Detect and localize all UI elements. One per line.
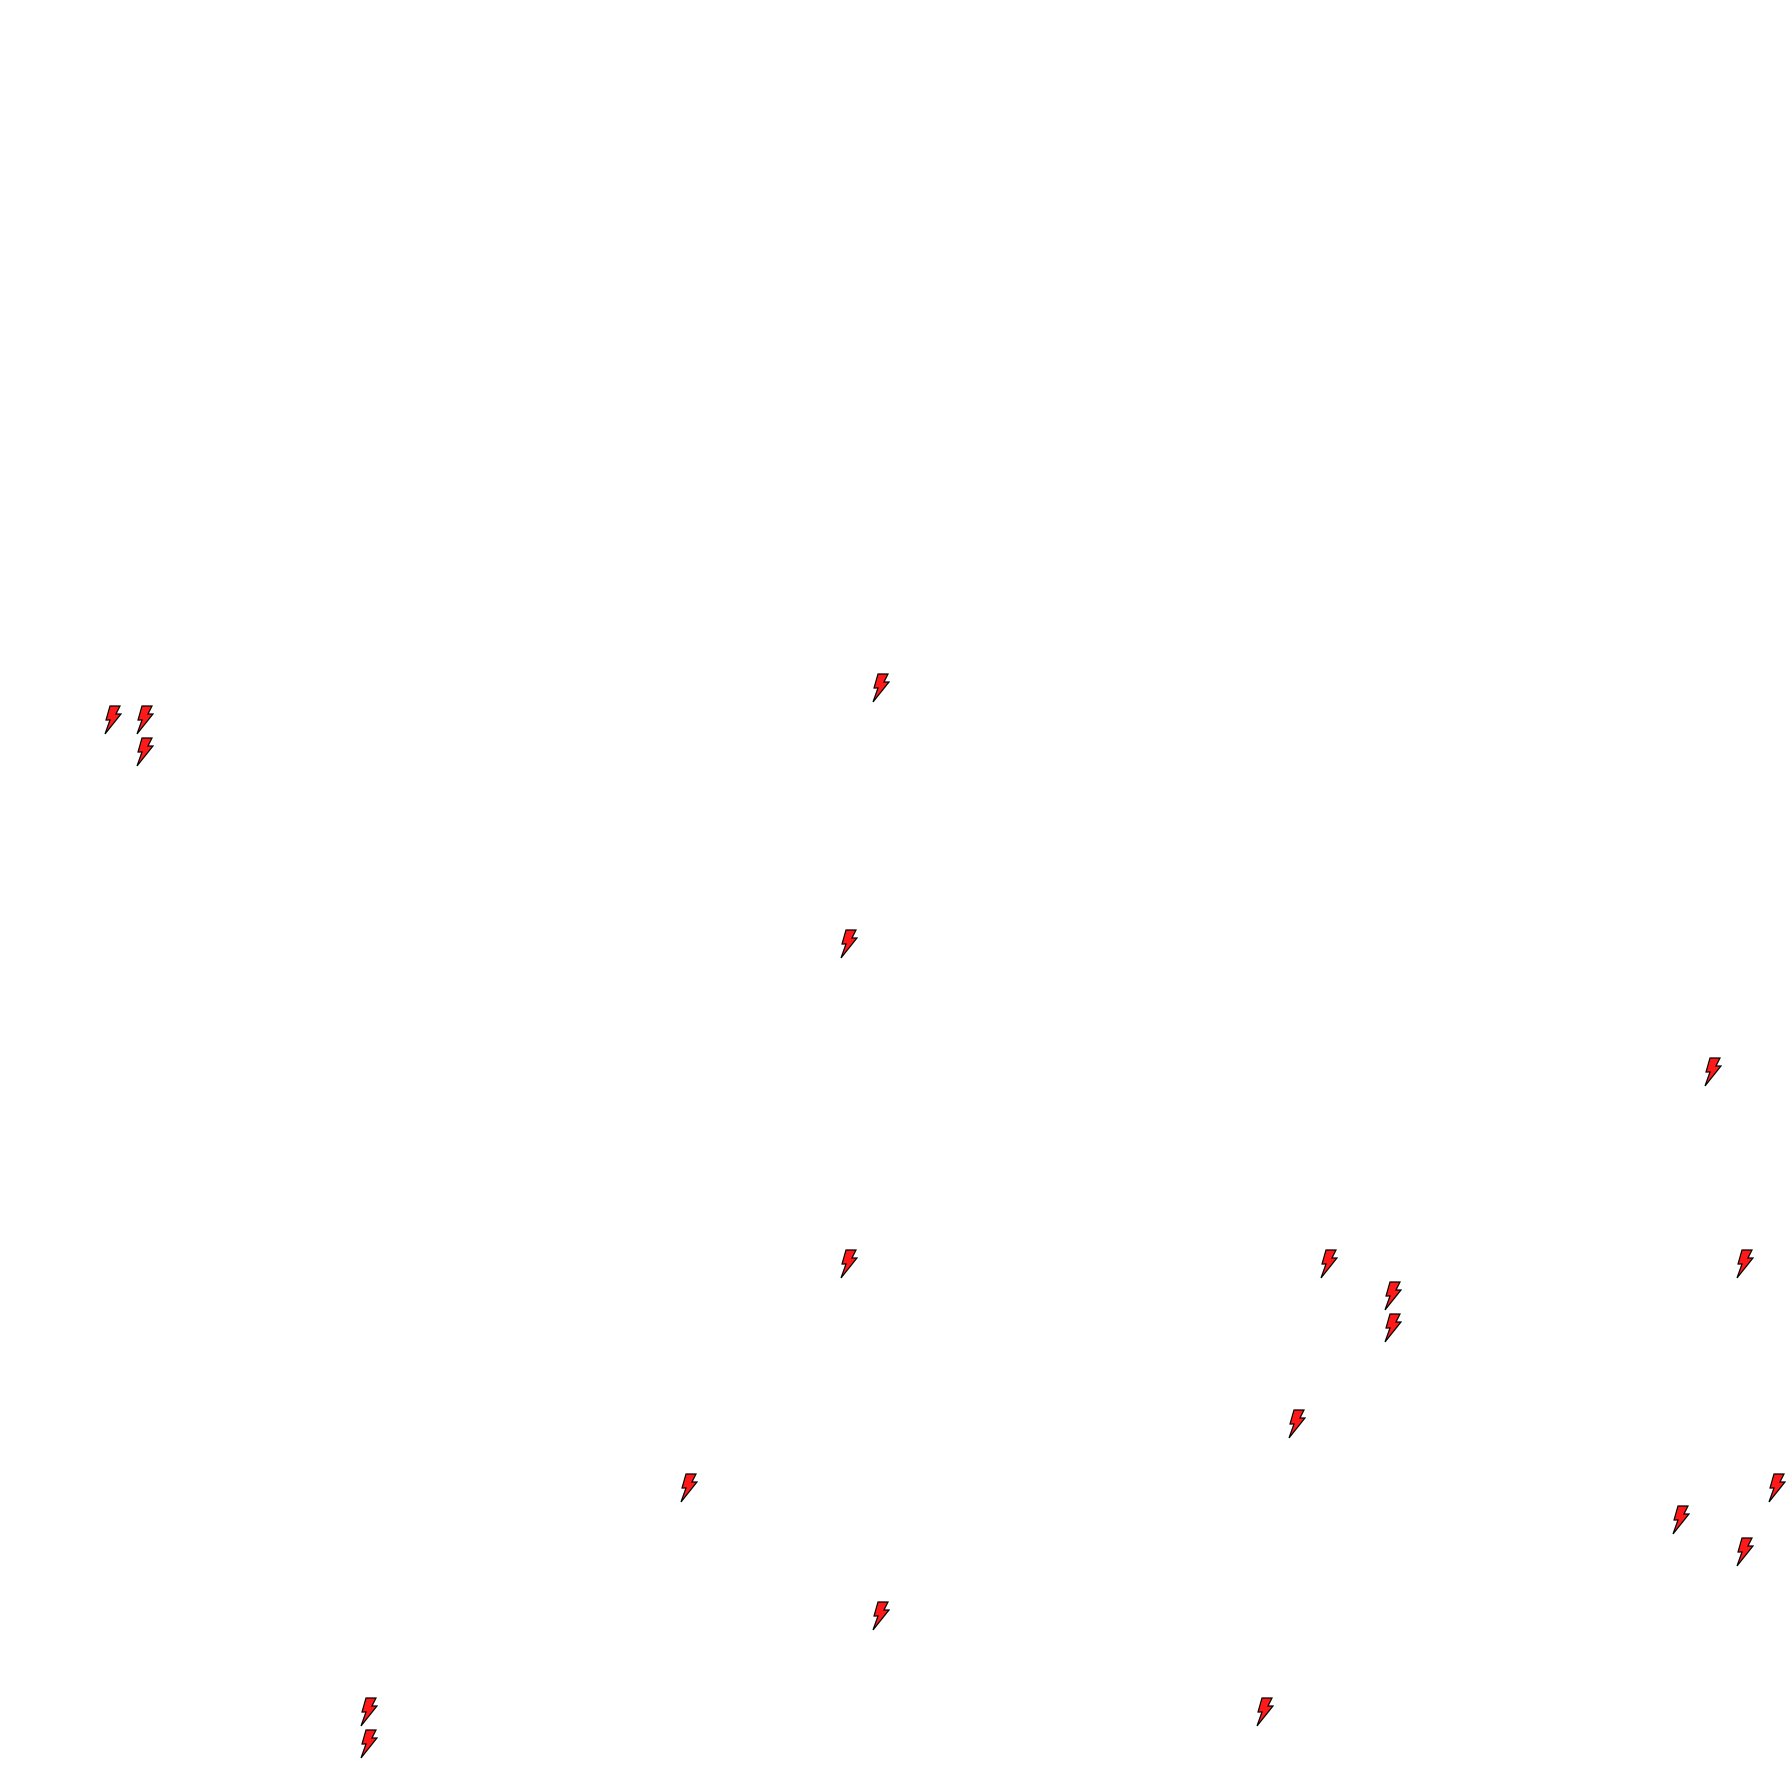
lightning-bolt-icon [1383,1281,1403,1311]
lightning-bolt-icon [1703,1057,1723,1087]
lightning-bolt-icon [1287,1409,1307,1439]
lightning-bolt-icon [871,1601,891,1631]
lightning-bolt-icon [839,1249,859,1279]
lightning-bolt-icon [1671,1505,1691,1535]
lightning-bolt-icon [1735,1537,1755,1567]
lightning-bolt-icon [135,737,155,767]
lightning-bolt-icon [1735,1249,1755,1279]
lightning-bolt-icon [1767,1473,1787,1503]
lightning-bolt-icon [1319,1249,1339,1279]
lightning-bolt-icon [1383,1313,1403,1343]
lightning-bolt-icon [1255,1697,1275,1727]
lightning-bolt-icon [135,705,155,735]
lightning-bolt-icon [679,1473,699,1503]
lightning-bolt-icon [359,1697,379,1727]
lightning-bolt-icon [871,673,891,703]
lightning-bolt-icon [359,1729,379,1759]
lightning-bolt-icon [103,705,123,735]
lightning-bolt-icon [839,929,859,959]
